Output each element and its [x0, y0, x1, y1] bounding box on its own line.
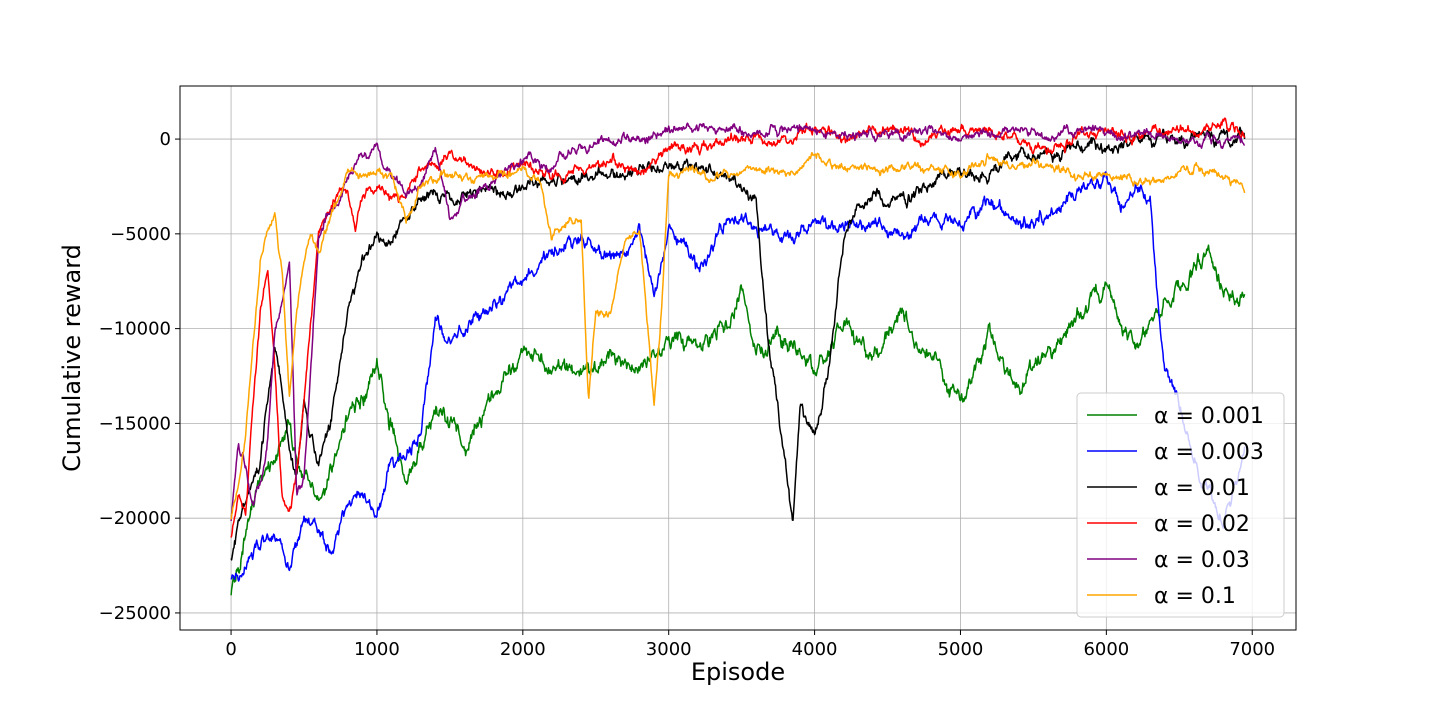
- series-line-0: [230, 244, 1246, 596]
- x-tick-label: 0: [225, 639, 236, 660]
- legend-entry: α = 0.003: [1087, 440, 1264, 465]
- y-tick-label: 0: [160, 129, 171, 150]
- legend-label: α = 0.02: [1154, 512, 1250, 537]
- legend-entry: α = 0.01: [1087, 476, 1250, 501]
- legend-label: α = 0.001: [1154, 404, 1264, 429]
- legend: α = 0.001 α = 0.003 α = 0.01 α = 0.02 α = 0.…: [1076, 392, 1285, 618]
- legend-label: α = 0.01: [1154, 476, 1250, 501]
- x-tick-label: 6000: [1083, 639, 1129, 660]
- x-tick-label: 1000: [354, 639, 400, 660]
- series-line-2: [230, 126, 1246, 561]
- legend-label: α = 0.03: [1154, 548, 1250, 573]
- series-line-3: [230, 117, 1246, 538]
- y-axis-title: Cumulative reward: [58, 244, 86, 472]
- plot-area-frame: [179, 85, 1297, 631]
- y-axis-ticks: −25000 −20000 −15000 −10000 −5000 0: [99, 129, 180, 624]
- y-tick-label: −20000: [99, 508, 171, 529]
- legend-box: [1076, 392, 1285, 618]
- y-tick-label: −5000: [110, 224, 171, 245]
- x-tick-label: 4000: [792, 639, 838, 660]
- x-axis-ticks: 0 1000 2000 3000 4000 5000 6000 7000: [225, 630, 1275, 660]
- y-tick-label: −10000: [99, 319, 171, 340]
- series-line-5: [230, 152, 1246, 520]
- legend-entry: α = 0.02: [1087, 512, 1250, 537]
- y-tick-label: −25000: [99, 603, 171, 624]
- series-line-1: [230, 171, 1246, 582]
- x-tick-label: 7000: [1229, 639, 1275, 660]
- x-tick-label: 2000: [500, 639, 546, 660]
- series-line-4: [230, 122, 1246, 521]
- legend-items: α = 0.001 α = 0.003 α = 0.01 α = 0.02 α = 0.…: [1087, 404, 1264, 609]
- plot-series: [230, 117, 1246, 596]
- legend-entry: α = 0.1: [1087, 584, 1236, 609]
- y-tick-label: −15000: [99, 413, 171, 434]
- legend-label: α = 0.1: [1154, 584, 1236, 609]
- x-tick-label: 5000: [938, 639, 984, 660]
- x-tick-label: 3000: [646, 639, 692, 660]
- legend-label: α = 0.003: [1154, 440, 1264, 465]
- legend-entry: α = 0.001: [1087, 404, 1264, 429]
- legend-entry: α = 0.03: [1087, 548, 1250, 573]
- x-axis-title: Episode: [691, 658, 785, 686]
